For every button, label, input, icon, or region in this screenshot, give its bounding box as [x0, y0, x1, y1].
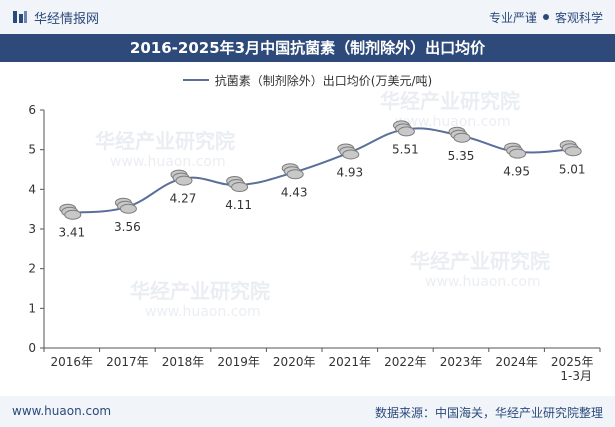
y-tick-label: 5 [28, 143, 36, 157]
data-label: 4.43 [281, 185, 308, 199]
watermark-url: www.huaon.com [395, 114, 511, 130]
data-label: 3.56 [114, 220, 141, 234]
watermark-text: 华经产业研究院 [410, 249, 550, 273]
x-tick-label: 2023年 [440, 355, 483, 369]
data-point-marker[interactable] [59, 203, 82, 220]
legend-label: 抗菌素（制剂除外）出口均价(万美元/吨) [214, 73, 433, 88]
x-tick-label: 2018年 [162, 355, 205, 369]
data-point-marker[interactable] [170, 169, 193, 186]
x-tick-label: 2019年 [217, 355, 260, 369]
axes: 0 1 2 3 4 5 6 2016年 2017年 2018年 2019年 2020年 2021年 202… [28, 103, 601, 383]
footer-bar: www.huaon.com 数据来源：中国海关，华经产业研究院整理 [0, 396, 615, 427]
watermark-url: www.huaon.com [110, 154, 226, 170]
y-tick-label: 3 [28, 222, 36, 236]
data-label: 3.41 [58, 226, 85, 240]
x-tick-label: 2022年 [384, 355, 427, 369]
watermark-text: 华经产业研究院 [380, 89, 520, 113]
tagline: 专业严谨 客观科学 [489, 8, 603, 26]
y-tick-label: 0 [28, 341, 36, 355]
watermark-url: www.huaon.com [145, 304, 261, 320]
data-point-marker[interactable] [504, 142, 527, 159]
data-label: 5.35 [448, 149, 475, 163]
data-point-marker[interactable] [448, 126, 471, 143]
data-label: 5.51 [392, 142, 419, 156]
data-point-marker[interactable] [114, 197, 137, 214]
data-label: 4.93 [336, 165, 363, 179]
header-bar: 华经情报网 专业严谨 客观科学 [0, 0, 615, 34]
series-layer: 3.41 3.56 4.27 4.11 4.43 4.93 5.51 5.35 4.95 5.01 [58, 120, 586, 240]
data-source: 数据来源：中国海关，华经产业研究院整理 [374, 406, 603, 420]
y-tick-label: 1 [28, 301, 36, 315]
y-tick-label: 4 [28, 182, 36, 196]
series-line [71, 127, 573, 214]
x-tick-label: 2017年 [106, 355, 149, 369]
watermark-text: 华经产业研究院 [130, 279, 270, 303]
x-tick-label: 2024年 [495, 355, 538, 369]
brand: 华经情报网 [12, 8, 100, 27]
legend-line-swatch-icon [182, 79, 209, 81]
data-point-marker[interactable] [337, 143, 360, 160]
bullet-dot-icon [542, 14, 549, 20]
x-tick-label: 2020年 [273, 355, 316, 369]
watermark-text: 华经产业研究院 [95, 129, 235, 153]
y-tick-label: 6 [28, 103, 36, 117]
x-tick-label: 2016年 [51, 355, 94, 369]
watermark-url: www.huaon.com [425, 274, 541, 290]
huajing-logo-icon [13, 11, 27, 23]
data-label: 4.11 [225, 198, 252, 212]
brand-name: 华经情报网 [34, 11, 100, 27]
data-label: 4.95 [503, 165, 530, 179]
data-label: 4.27 [170, 192, 197, 206]
chart-title: 2016-2025年3月中国抗菌素（制剂除外）出口均价 [0, 34, 615, 62]
tagline-right: 客观科学 [554, 10, 603, 25]
x-tick-label: 2021年 [329, 355, 372, 369]
data-point-marker[interactable] [281, 163, 304, 180]
chart-legend: 抗菌素（制剂除外）出口均价(万美元/吨) [0, 70, 615, 90]
tagline-left: 专业严谨 [488, 10, 537, 25]
data-label: 5.01 [559, 162, 586, 176]
data-point-marker[interactable] [392, 120, 415, 137]
x-tick-label: 2025年 1-3月 [551, 355, 594, 383]
footer-url[interactable]: www.huaon.com [12, 404, 112, 418]
data-point-marker[interactable] [226, 175, 249, 192]
watermark-layer: 华经产业研究院 www.huaon.com 华经产业研究院 www.huaon.… [95, 89, 550, 320]
y-tick-label: 2 [28, 262, 36, 276]
data-point-marker[interactable] [559, 140, 582, 157]
